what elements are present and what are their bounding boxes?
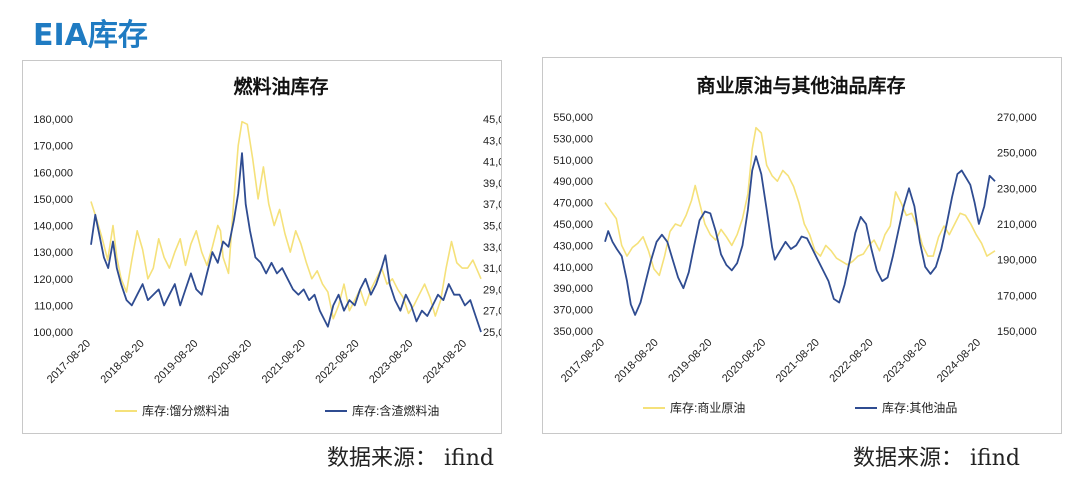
crude-y-left-tick: 490,000 [553,176,593,188]
fuel-x-tick: 2023-08-20 [367,338,415,386]
fuel-y-left-tick: 170,000 [33,141,73,153]
crude-other-chart-panel: 商业原油与其他油品库存 350,000 370,000 390,000 410,000 4… [542,57,1062,434]
crude-y-left-tick: 430,000 [553,240,593,252]
fuel-legend-label: 库存:含渣燃料油 [352,403,439,418]
page-heading: EIA库存 [33,18,148,53]
fuel-y-left-tick: 100,000 [33,327,73,339]
crude-y-left-tick: 470,000 [553,198,593,210]
fuel-x-tick: 2022-08-20 [313,338,361,386]
crude-x-tick: 2022-08-20 [827,337,875,385]
crude-y-left-tick: 450,000 [553,219,593,231]
crude-y-right-tick: 210,000 [997,219,1037,231]
crude-x-tick: 2020-08-20 [720,337,768,385]
fuel-series-yellow-line [90,120,482,320]
fuel-x-tick: 2017-08-20 [45,338,93,386]
fuel-y-left-tick: 180,000 [33,114,73,126]
crude-x-tick: 2017-08-20 [559,337,607,385]
crude-legend-label: 库存:其他油品 [882,400,957,415]
fuel-y-left-tick: 150,000 [33,194,73,206]
source-note-left: 数据来源： ifind [327,446,494,471]
crude-y-left-tick: 390,000 [553,283,593,295]
fuel-y-right-tick: 27,000 [483,306,501,318]
fuel-y-right-tick: 31,000 [483,263,501,275]
crude-y-left-tick: 410,000 [553,262,593,274]
crude-y-right-tick: 170,000 [997,290,1037,302]
fuel-y-right-tick: 43,000 [483,135,501,147]
fuel-oil-chart-panel: 燃料油库存 100,000 110,000 120,000 130,000 140,000… [22,60,502,434]
fuel-title: 燃料油库存 [233,75,328,98]
crude-series-blue-line [604,155,996,316]
fuel-x-tick: 2020-08-20 [206,338,254,386]
crude-y-right-tick: 190,000 [997,255,1037,267]
crude-y-left-tick: 370,000 [553,305,593,317]
crude-y-right-tick: 270,000 [997,112,1037,124]
crude-y-left-tick: 350,000 [553,326,593,338]
fuel-y-right-tick: 45,000 [483,114,501,126]
crude-y-right-tick: 230,000 [997,183,1037,195]
crude-x-tick: 2023-08-20 [881,337,929,385]
fuel-y-right-tick: 41,000 [483,157,501,169]
crude-x-tick: 2018-08-20 [613,337,661,385]
crude-y-left-tick: 530,000 [553,133,593,145]
fuel-x-tick: 2019-08-20 [152,338,200,386]
fuel-y-right-tick: 35,000 [483,221,501,233]
fuel-x-tick: 2024-08-20 [421,338,469,386]
fuel-x-tick: 2021-08-20 [260,338,308,386]
crude-x-tick: 2021-08-20 [774,337,822,385]
fuel-series-blue-line [90,152,482,333]
fuel-y-right-tick: 25,000 [483,327,501,339]
crude-y-right-tick: 250,000 [997,148,1037,160]
fuel-oil-chart: 燃料油库存 100,000 110,000 120,000 130,000 140,000… [33,75,501,418]
fuel-y-left-tick: 120,000 [33,274,73,286]
crude-legend-label: 库存:商业原油 [670,400,745,415]
fuel-y-left-tick: 130,000 [33,247,73,259]
fuel-y-left-tick: 110,000 [34,300,73,312]
fuel-x-tick: 2018-08-20 [99,338,147,386]
crude-y-left-tick: 550,000 [553,112,593,124]
fuel-y-right-tick: 37,000 [483,199,501,211]
crude-y-right-tick: 150,000 [997,326,1037,338]
fuel-y-right-tick: 29,000 [483,284,501,296]
fuel-legend-label: 库存:馏分燃料油 [142,403,229,418]
crude-x-tick: 2024-08-20 [935,337,983,385]
fuel-y-left-tick: 140,000 [33,221,73,233]
crude-title: 商业原油与其他油品库存 [696,74,905,97]
fuel-y-right-tick: 33,000 [483,242,501,254]
fuel-y-right-tick: 39,000 [483,178,501,190]
fuel-y-left-tick: 160,000 [33,167,73,179]
crude-series-yellow-line [604,126,996,277]
crude-x-tick: 2019-08-20 [666,337,714,385]
crude-y-left-tick: 510,000 [553,155,593,167]
source-note-right: 数据来源： ifind [853,446,1020,471]
crude-other-chart: 商业原油与其他油品库存 350,000 370,000 390,000 410,000 4… [553,74,1037,415]
